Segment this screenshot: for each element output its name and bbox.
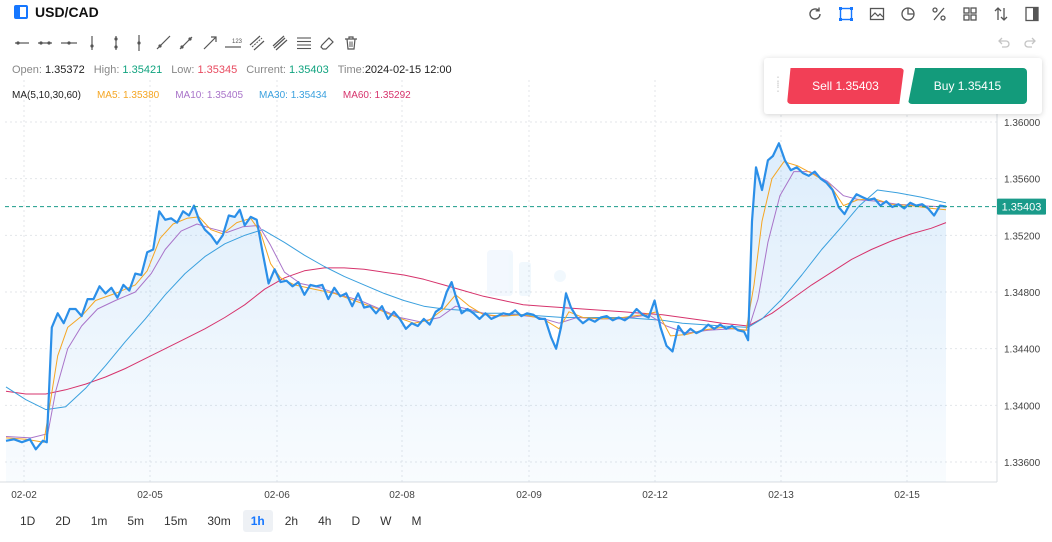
vertical-line-icon[interactable] (130, 34, 150, 52)
x-tick-label: 02-12 (642, 490, 668, 501)
period-2d[interactable]: 2D (55, 514, 71, 528)
y-tick-label: 1.35600 (1004, 175, 1041, 186)
period-selector: 1D 2D 1m 5m 15m 30m 1h 2h 4h D W M (12, 510, 429, 532)
time-label: Time: (337, 64, 365, 76)
y-tick-label: 1.34000 (1004, 401, 1041, 412)
vertical-segment-icon[interactable] (106, 34, 126, 52)
period-1h[interactable]: 1h (242, 510, 273, 532)
x-tick-label: 02-08 (389, 490, 415, 501)
period-4h[interactable]: 4h (318, 514, 332, 528)
symbol-title: USD/CAD (14, 4, 99, 20)
horizontal-ray-icon[interactable] (12, 34, 32, 52)
y-tick-label: 1.36000 (1004, 118, 1041, 129)
buy-button[interactable]: Buy 1.35415 (908, 68, 1027, 104)
arrow-icon[interactable] (200, 34, 220, 52)
period-30m[interactable]: 30m (207, 514, 231, 528)
grid-icon[interactable] (960, 4, 980, 24)
period-5m[interactable]: 5m (127, 514, 145, 528)
ma30-line (5, 189, 947, 411)
watermark-logo (487, 250, 566, 296)
history-controls (994, 34, 1040, 52)
price-line (5, 142, 947, 451)
top-toolbar (805, 4, 1042, 24)
y-tick-label: 1.34800 (1004, 288, 1041, 299)
eraser-icon[interactable] (318, 34, 338, 52)
x-tick-label: 02-02 (11, 490, 37, 501)
vertical-ray-icon[interactable] (83, 34, 103, 52)
symbol-name: USD/CAD (35, 4, 99, 20)
price-channel-icon[interactable] (271, 34, 291, 52)
drawing-toolbar: 123 (12, 34, 361, 52)
ma60-legend: MA60: 1.35292 (342, 90, 411, 101)
image-icon[interactable] (867, 4, 887, 24)
y-tick-label: 1.34400 (1004, 345, 1041, 356)
period-day[interactable]: D (351, 514, 361, 528)
trade-panel: ⋮ ⋮ Sell 1.35403 Buy 1.35415 (764, 58, 1042, 114)
ma10-legend: MA10: 1.35405 (175, 90, 244, 101)
price-line-icon[interactable]: 123 (224, 34, 244, 52)
current-price-label: 1.35403 (1002, 202, 1042, 214)
undo-icon[interactable] (994, 34, 1012, 52)
period-2h[interactable]: 2h (284, 514, 299, 528)
compare-icon[interactable] (991, 4, 1011, 24)
price-area-fill (6, 143, 946, 483)
segment-icon[interactable] (177, 34, 197, 52)
sell-button[interactable]: Sell 1.35403 (787, 68, 904, 104)
redo-icon[interactable] (1022, 34, 1040, 52)
x-tick-label: 02-05 (137, 490, 163, 501)
period-15m[interactable]: 15m (164, 514, 188, 528)
current-value: 1.35403 (288, 64, 329, 76)
ray-icon[interactable] (153, 34, 173, 52)
crosshair-select-icon[interactable] (836, 4, 856, 24)
current-label: Current: (246, 64, 286, 76)
high-value: 1.35421 (122, 64, 163, 76)
high-label: High: (93, 64, 120, 76)
trash-icon[interactable] (341, 34, 361, 52)
period-1d[interactable]: 1D (20, 514, 36, 528)
parallel-channel-icon[interactable] (247, 34, 267, 52)
low-value: 1.35345 (197, 64, 238, 76)
sidebar-toggle-icon[interactable] (14, 5, 28, 19)
period-1m[interactable]: 1m (90, 514, 108, 528)
panel-icon[interactable] (1022, 4, 1042, 24)
horizontal-line-icon[interactable] (59, 34, 79, 52)
ma-legend-label: MA(5,10,30,60) (12, 90, 81, 101)
ma10-line (5, 171, 947, 439)
period-month[interactable]: M (411, 514, 422, 528)
x-tick-label: 02-15 (894, 490, 920, 501)
ma30-legend: MA30: 1.35434 (259, 90, 327, 101)
current-price-badge (997, 198, 1046, 215)
ohlc-info: Open: 1.35372 High: 1.35421 Low: 1.35345 Cu… (12, 64, 461, 76)
open-label: Open: (12, 64, 42, 76)
drag-handle-icon[interactable]: ⋮ ⋮ (772, 74, 784, 94)
x-tick-label: 02-06 (264, 490, 290, 501)
percent-icon[interactable] (929, 4, 949, 24)
time-value: 2024-02-15 12:00 (364, 64, 452, 76)
ma5-legend: MA5: 1.35380 (96, 90, 160, 101)
open-value: 1.35372 (44, 64, 85, 76)
y-tick-label: 1.33600 (1004, 458, 1041, 469)
horizontal-segment-icon[interactable] (36, 34, 56, 52)
pie-chart-icon[interactable] (898, 4, 918, 24)
fibonacci-icon[interactable] (294, 34, 314, 52)
ma-legend: MA(5,10,30,60) MA5: 1.35380 MA10: 1.3540… (12, 90, 411, 101)
period-week[interactable]: W (380, 514, 392, 528)
x-tick-label: 02-09 (516, 490, 542, 501)
y-tick-label: 1.35200 (1004, 231, 1041, 242)
refresh-icon[interactable] (805, 4, 825, 24)
price-chart[interactable]: 1.36000 1.35600 1.35200 1.34800 1.34400 1.340… (0, 80, 1052, 510)
svg-text:123: 123 (232, 39, 242, 45)
low-label: Low: (171, 64, 195, 76)
x-tick-label: 02-13 (768, 490, 794, 501)
titlebar: USD/CAD (0, 0, 1052, 28)
ma60-line (5, 222, 947, 395)
